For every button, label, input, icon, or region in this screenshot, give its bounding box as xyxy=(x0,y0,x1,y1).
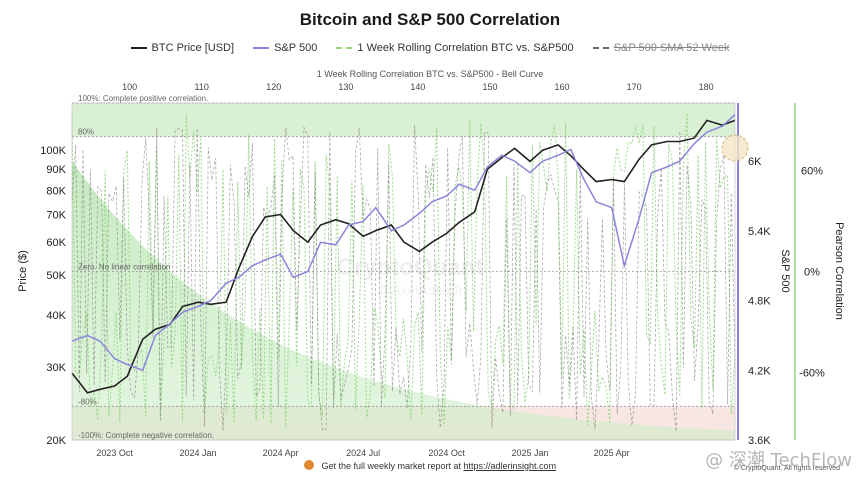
legend-sma-label: S&P 500 SMA 52 Week xyxy=(613,42,730,54)
left-axis-tick-label: 90K xyxy=(46,164,66,176)
legend-sp500[interactable]: S&P 500 xyxy=(253,42,317,54)
left-axis-tick-label: 60K xyxy=(46,237,66,249)
x-axis-tick-label: 2025 Jan xyxy=(511,448,548,458)
legend-btc[interactable]: BTC Price [USD] xyxy=(130,42,235,54)
series-line-btc xyxy=(71,119,736,394)
legend-sma[interactable]: S&P 500 SMA 52 Week xyxy=(592,42,730,54)
legend-corr-label: 1 Week Rolling Correlation BTC vs. S&P50… xyxy=(357,42,574,54)
copyright: © CryptoQuant. All rights reserved xyxy=(733,465,840,472)
x-axis-tick-label: 2024 Oct xyxy=(428,448,465,458)
series-line-correlation xyxy=(71,112,736,429)
left-axis-tick-label: 40K xyxy=(46,310,66,322)
sp500-axis-tick-label: 3.6K xyxy=(748,435,771,447)
watermark-handle: @AxelAdlerJr xyxy=(377,282,463,298)
top-axis-tick-label: 120 xyxy=(266,82,281,92)
legend-btc-label: BTC Price [USD] xyxy=(151,42,235,54)
x-axis-tick-label: 2024 Jul xyxy=(346,448,380,458)
price-series xyxy=(71,114,736,394)
x-axis-tick-label: 2024 Jan xyxy=(180,448,217,458)
axes: 20K 30K 40K 50K 60K 70K 80K 90K 100K 3.6K 4.2K 4.8K… xyxy=(17,82,845,458)
positive-correlation-band xyxy=(72,103,735,137)
x-axis-tick-label: 2025 Apr xyxy=(594,448,630,458)
reference-line-label: -100%: Complete negative correlation. xyxy=(78,431,214,440)
reference-line-label: 80% xyxy=(78,128,94,137)
chart-title: Bitcoin and S&P 500 Correlation xyxy=(299,10,561,29)
top-axis-tick-label: 110 xyxy=(195,82,209,92)
sp500-axis-tick-label: 4.8K xyxy=(748,296,771,308)
footer-text: Get the full weekly market report at xyxy=(321,461,461,471)
reference-line-label: -80% xyxy=(78,397,97,406)
left-axis-tick-label: 80K xyxy=(46,185,66,197)
correlation-axis-title: Pearson Correlation xyxy=(833,222,845,320)
corner-watermark: @ 深潮 TechFlow xyxy=(705,450,852,471)
left-axis-tick-label: 100K xyxy=(40,145,66,157)
sp500-axis-tick-label: 4.2K xyxy=(748,365,771,377)
sp500-axis-tick-label: 5.4K xyxy=(748,226,771,238)
footer-link[interactable]: https://adlerinsight.com xyxy=(463,461,557,471)
x-axis-tick-label: 2023 Oct xyxy=(96,448,133,458)
legend-sp500-swatch xyxy=(253,47,270,49)
correlation-axis-tick-label: -60% xyxy=(799,368,825,380)
legend-sp500-label: S&P 500 xyxy=(274,42,318,54)
left-axis-tick-label: 30K xyxy=(46,362,66,374)
plot-frame xyxy=(71,102,736,441)
sp500-axis-title: S&P 500 xyxy=(779,249,791,292)
x-axis-tick-label: 2024 Apr xyxy=(263,448,299,458)
chart-legend: BTC Price [USD] S&P 500 1 Week Rolling C… xyxy=(0,40,860,54)
top-axis-tick-label: 160 xyxy=(555,82,570,92)
top-axis-tick-label: 170 xyxy=(627,82,642,92)
top-axis-tick-label: 180 xyxy=(699,82,714,92)
footer: Get the full weekly market report at htt… xyxy=(0,460,860,471)
reference-line-label: Zero. No linear correlation xyxy=(78,263,170,272)
top-axis-tick-label: 130 xyxy=(338,82,353,92)
sp500-axis-tick-label: 6K xyxy=(748,156,762,168)
watermark-brand: CryptoQuant xyxy=(337,254,484,281)
legend-sma-swatch xyxy=(592,47,609,49)
legend-corr-swatch xyxy=(336,47,353,49)
legend-btc-swatch xyxy=(130,47,147,49)
legend-corr[interactable]: 1 Week Rolling Correlation BTC vs. S&P50… xyxy=(336,42,574,54)
top-axis-title: 1 Week Rolling Correlation BTC vs. S&P50… xyxy=(316,69,544,79)
bell-curve-shape xyxy=(72,161,735,440)
series-line-sp500-sma xyxy=(71,124,736,432)
top-axis-tick-label: 100 xyxy=(122,82,137,92)
correlation-axis-tick-label: 0% xyxy=(804,267,820,279)
reference-line-label: 100%: Complete positive correlation. xyxy=(78,94,208,103)
left-axis-tick-label: 50K xyxy=(46,270,66,282)
top-axis-tick-label: 140 xyxy=(410,82,425,92)
left-axis-tick-label: 20K xyxy=(46,435,66,447)
correlation-axis-tick-label: 60% xyxy=(801,165,823,177)
latest-value-marker xyxy=(721,134,749,162)
left-axis-tick-label: 70K xyxy=(46,209,66,221)
correlation-lines xyxy=(71,112,736,432)
top-axis-tick-label: 150 xyxy=(482,82,497,92)
report-badge-icon xyxy=(303,460,314,470)
left-axis-title: Price ($) xyxy=(17,250,29,292)
bell-curve-area xyxy=(72,161,735,440)
series-line-sp500 xyxy=(71,114,736,372)
